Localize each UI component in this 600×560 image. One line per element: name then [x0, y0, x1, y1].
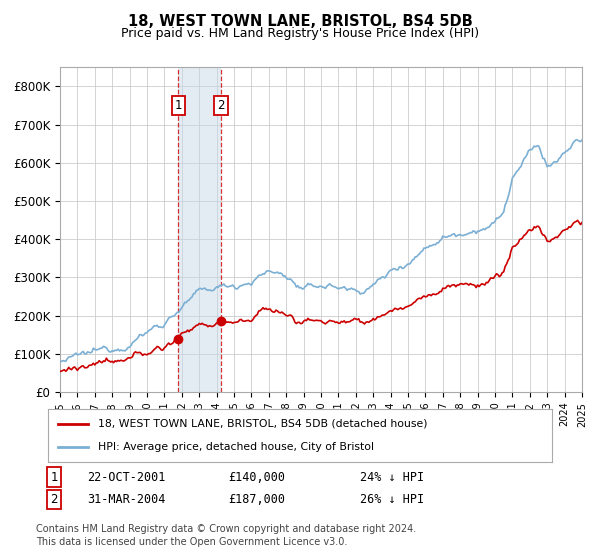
Bar	[178, 67, 221, 392]
Text: 1: 1	[175, 99, 182, 112]
Text: 26% ↓ HPI: 26% ↓ HPI	[360, 493, 424, 506]
Text: 24% ↓ HPI: 24% ↓ HPI	[360, 470, 424, 484]
Text: 18, WEST TOWN LANE, BRISTOL, BS4 5DB (detached house): 18, WEST TOWN LANE, BRISTOL, BS4 5DB (de…	[98, 419, 428, 429]
Text: 22-OCT-2001: 22-OCT-2001	[87, 470, 166, 484]
Text: 2: 2	[50, 493, 58, 506]
Text: 1: 1	[50, 470, 58, 484]
Text: £140,000: £140,000	[228, 470, 285, 484]
Text: 18, WEST TOWN LANE, BRISTOL, BS4 5DB: 18, WEST TOWN LANE, BRISTOL, BS4 5DB	[128, 14, 472, 29]
Text: 31-MAR-2004: 31-MAR-2004	[87, 493, 166, 506]
Text: Price paid vs. HM Land Registry's House Price Index (HPI): Price paid vs. HM Land Registry's House …	[121, 27, 479, 40]
Text: 2: 2	[217, 99, 224, 112]
Text: £187,000: £187,000	[228, 493, 285, 506]
Text: Contains HM Land Registry data © Crown copyright and database right 2024.
This d: Contains HM Land Registry data © Crown c…	[36, 524, 416, 547]
Text: HPI: Average price, detached house, City of Bristol: HPI: Average price, detached house, City…	[98, 442, 374, 452]
